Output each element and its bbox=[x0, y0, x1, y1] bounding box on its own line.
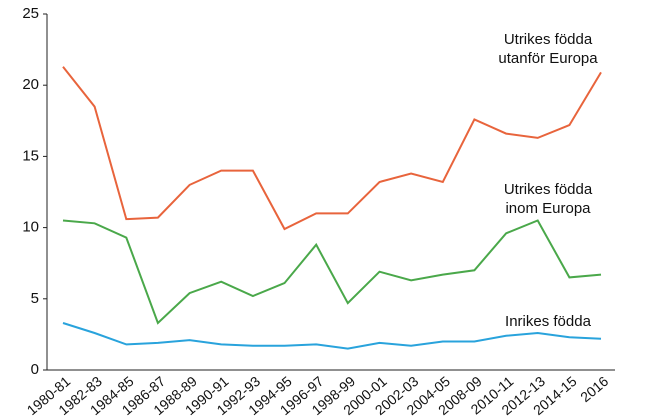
y-tick-label: 5 bbox=[31, 290, 39, 307]
y-tick-label: 25 bbox=[22, 5, 39, 22]
x-tick-label: 2016 bbox=[577, 373, 611, 405]
y-tick-label: 0 bbox=[31, 361, 39, 378]
y-tick-label: 15 bbox=[22, 147, 39, 164]
series-label: Inrikes födda bbox=[505, 313, 591, 330]
y-tick-label: 20 bbox=[22, 76, 39, 93]
series-label: Utrikes födda inom Europa bbox=[503, 181, 593, 217]
series-line bbox=[62, 322, 602, 350]
series-label: Utrikes födda utanför Europa bbox=[498, 31, 598, 67]
series-line bbox=[62, 219, 602, 325]
y-tick-label: 10 bbox=[22, 219, 39, 236]
series-line bbox=[62, 66, 602, 231]
